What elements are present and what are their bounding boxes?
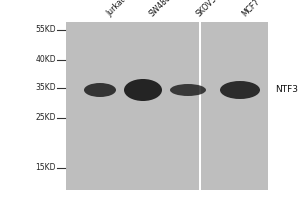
Text: MCF7: MCF7 (240, 0, 261, 18)
Text: 25KD: 25KD (35, 114, 56, 122)
Bar (66, 22, 199, 190)
Text: SW480: SW480 (148, 0, 173, 18)
Text: Jurkat: Jurkat (105, 0, 128, 18)
Text: 40KD: 40KD (35, 55, 56, 64)
Ellipse shape (124, 79, 162, 101)
Text: 55KD: 55KD (35, 25, 56, 34)
Bar (201, 22, 268, 190)
Text: 15KD: 15KD (35, 164, 56, 172)
Ellipse shape (220, 81, 260, 99)
Text: 35KD: 35KD (35, 84, 56, 92)
Text: SKOV3: SKOV3 (195, 0, 219, 18)
Ellipse shape (84, 83, 116, 97)
Text: NTF3: NTF3 (275, 86, 298, 95)
Ellipse shape (170, 84, 206, 96)
